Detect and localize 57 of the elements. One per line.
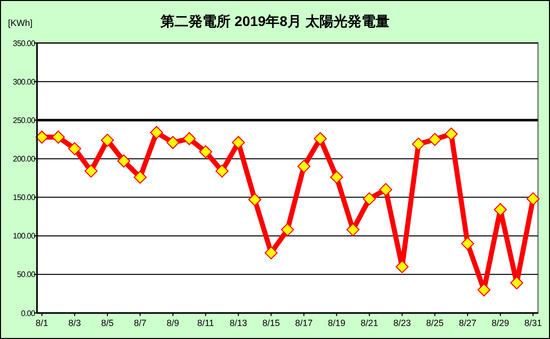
y-tick-label: 100.00 — [12, 232, 36, 241]
x-tick-label: 8/19 — [328, 318, 346, 328]
x-tick-label: 8/7 — [134, 318, 146, 328]
point — [134, 170, 147, 184]
point — [396, 260, 409, 274]
point — [412, 138, 425, 151]
point — [248, 193, 262, 206]
point — [84, 164, 98, 178]
x-tick-label: 8/27 — [458, 318, 476, 328]
point — [346, 223, 360, 236]
y-tick-label: 50.00 — [16, 270, 36, 280]
x-tick-label: 8/3 — [68, 318, 81, 328]
point — [297, 160, 310, 173]
point — [314, 132, 327, 146]
point — [379, 183, 392, 196]
point — [526, 192, 540, 206]
point — [100, 134, 114, 147]
x-tick-label: 8/23 — [393, 318, 411, 328]
point — [330, 170, 344, 184]
point — [68, 142, 82, 156]
x-tick-label: 8/11 — [197, 318, 214, 328]
y-axis-title: [KWh] — [8, 18, 33, 28]
point — [281, 223, 294, 236]
point — [182, 132, 196, 146]
y-tick-label: 0.00 — [21, 308, 36, 318]
y-tick-label: 250.00 — [12, 116, 36, 125]
x-tick-label: 8/13 — [230, 318, 248, 328]
point — [444, 128, 458, 141]
x-tick-label: 8/25 — [426, 318, 444, 328]
x-tick-label: 8/15 — [262, 318, 280, 328]
y-tick-label: 350.00 — [12, 38, 36, 48]
point — [117, 154, 130, 168]
point — [166, 136, 180, 150]
y-tick-label: 300.00 — [12, 77, 36, 86]
point — [232, 136, 245, 150]
point — [52, 130, 65, 144]
point — [35, 130, 48, 144]
x-tick-label: 8/1 — [36, 318, 48, 328]
point — [199, 145, 212, 158]
point — [461, 237, 474, 250]
y-tick-label: 200.00 — [12, 154, 36, 164]
x-tick-label: 8/5 — [101, 318, 114, 328]
point — [428, 132, 442, 146]
point — [510, 276, 524, 290]
point — [264, 246, 278, 260]
point — [216, 164, 229, 178]
x-tick-label: 8/31 — [524, 318, 542, 328]
point — [477, 283, 490, 296]
point — [150, 126, 164, 139]
point — [362, 192, 376, 206]
x-tick-label: 8/29 — [492, 318, 510, 328]
chart-title: 第二発電所 2019年8月 太陽光発電量 — [160, 13, 390, 29]
y-tick-label: 150.00 — [12, 193, 36, 202]
x-tick-label: 8/17 — [295, 318, 313, 328]
point — [494, 203, 507, 216]
x-tick-label: 8/21 — [360, 318, 378, 328]
x-tick-label: 8/9 — [166, 318, 180, 328]
